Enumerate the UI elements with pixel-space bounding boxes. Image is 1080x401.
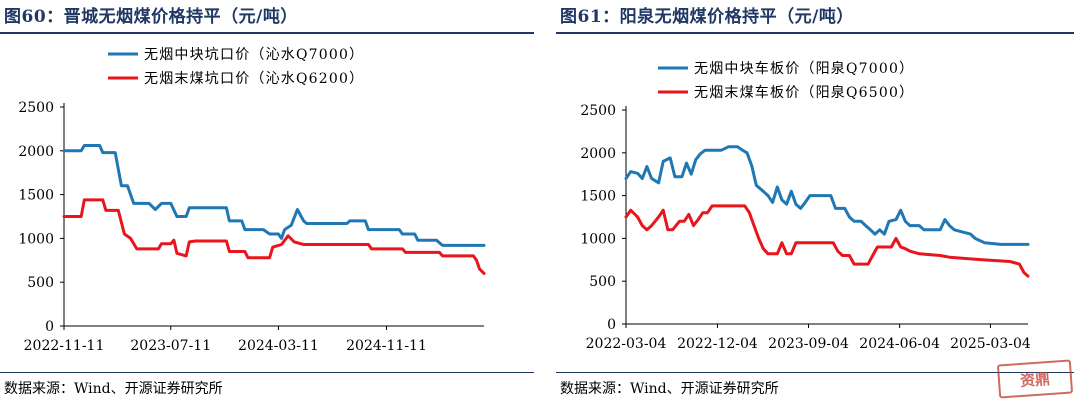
y-tick-label: 1000 (580, 231, 616, 247)
series-line (624, 204, 1030, 278)
y-tick-label: 0 (607, 317, 616, 333)
data-source-note: 数据来源：Wind、开源证券研究所 (560, 381, 779, 397)
x-tick-label: 2022-12-04 (677, 336, 758, 352)
y-tick-label: 0 (45, 319, 54, 335)
y-tick-label: 2500 (580, 103, 616, 119)
y-tick-label: 1500 (580, 189, 616, 205)
y-tick-label: 500 (589, 274, 616, 290)
x-tick-label: 2022-11-11 (24, 338, 105, 354)
y-tick-label: 2000 (580, 146, 616, 162)
line-chart-yangquan: 0 500 1000 1500 2000 2500 2022-03-04 2022-12-04… (580, 60, 1031, 352)
source-rule (0, 372, 534, 373)
legend-label: 无烟中块坑口价（沁水Q7000） (144, 47, 364, 63)
line-chart-jincheng: 0 500 1000 1500 2000 2500 2022-11-11 2023-07-11… (18, 47, 486, 354)
source-rule (556, 372, 1074, 373)
legend-label: 无烟中块车板价（阳泉Q7000） (694, 60, 914, 77)
y-tick-label: 2500 (18, 100, 54, 116)
x-tick-label: 2024-06-04 (859, 336, 940, 352)
series-line (62, 144, 486, 247)
legend-label: 无烟末煤车板价（阳泉Q6500） (694, 84, 914, 101)
legend-label: 无烟末煤坑口价（沁水Q6200） (144, 71, 364, 87)
x-tick-label: 2023-09-04 (768, 336, 849, 352)
chart-panel-left: 图60：晋城无烟煤价格持平（元/吨） 0 500 1000 1500 2000 2500 2… (0, 7, 534, 397)
y-tick-label: 2000 (18, 144, 54, 160)
y-tick-label: 1000 (18, 231, 54, 247)
y-tick-label: 1500 (18, 188, 54, 204)
y-tick-label: 500 (27, 275, 54, 291)
series-line (62, 198, 486, 275)
chart-panel-right: 图61：阳泉无烟煤价格持平（元/吨） 0 500 1000 1500 2000 2500 2… (556, 0, 1080, 401)
series-line (624, 145, 1030, 246)
title-rule (556, 32, 1074, 34)
x-tick-label: 2023-07-11 (130, 338, 211, 354)
watermark-seal: 资鼎 (996, 359, 1074, 399)
x-tick-label: 2024-11-11 (346, 338, 427, 354)
x-tick-label: 2022-03-04 (586, 336, 667, 352)
figure-title: 图60：晋城无烟煤价格持平（元/吨） (4, 7, 298, 27)
x-tick-label: 2025-03-04 (950, 336, 1031, 352)
title-rule (0, 32, 534, 34)
figure-title: 图61：阳泉无烟煤价格持平（元/吨） (560, 7, 854, 27)
x-tick-label: 2024-03-11 (238, 338, 319, 354)
data-source-note: 数据来源：Wind、开源证券研究所 (4, 381, 223, 397)
